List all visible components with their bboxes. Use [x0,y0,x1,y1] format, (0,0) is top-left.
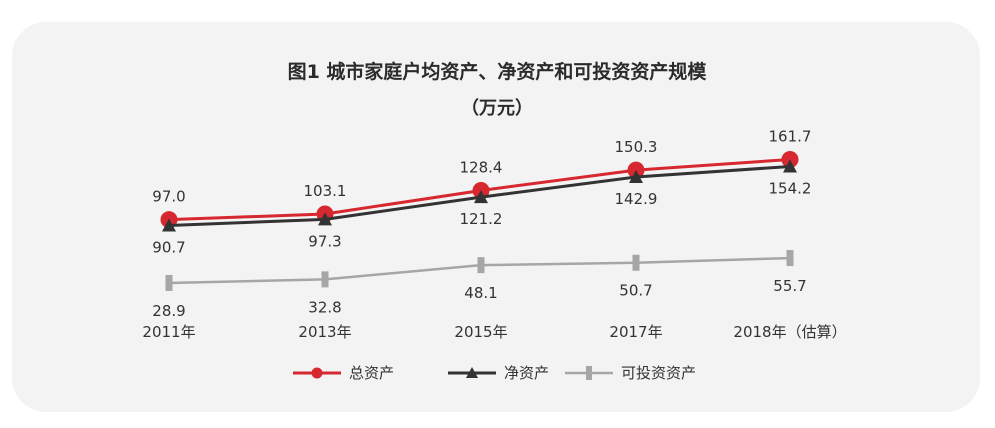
net-assets-point [474,190,488,204]
total-assets-legend-label: 总资产 [349,364,394,382]
x-tick-label: 2017年 [609,323,662,341]
investable-assets-legend-marker [586,366,592,380]
x-tick-label: 2013年 [298,323,351,341]
series-layer [160,150,799,291]
total-assets-legend-marker [311,367,323,379]
investable-assets-point [632,254,640,271]
investable-assets-value-label: 28.9 [152,302,185,320]
investable-assets-legend-label: 可投资资产 [621,364,696,382]
total-assets-value-label: 128.4 [460,158,503,176]
x-axis-labels: 2011年 2013年 2015年 2017年 2018年（估算） [142,323,846,341]
x-tick-label: 2018年（估算） [733,323,846,341]
x-tick-label: 2015年 [454,323,507,341]
net-assets-point [629,169,643,183]
net-assets-point [783,159,797,173]
net-assets-point [162,218,176,232]
net-assets-value-label: 154.2 [769,179,812,197]
net-assets-value-label: 90.7 [152,239,185,257]
total-assets-value-label: 97.0 [152,188,185,206]
investable-assets-value-label: 55.7 [773,277,806,295]
net-assets-value-label: 121.2 [460,210,503,228]
net-assets-value-label: 142.9 [615,190,658,208]
chart-subtitle: （万元） [461,98,533,119]
investable-assets-point [786,250,794,267]
total-assets-value-label: 103.1 [304,182,347,200]
total-assets-value-label: 161.7 [769,127,812,145]
investable-assets-value-label: 48.1 [464,284,497,302]
net-assets-point [318,212,332,226]
net-assets-value-label: 97.3 [308,232,341,250]
legend: 总资产 净资产 可投资资产 [293,364,696,382]
investable-assets-point [321,271,329,288]
investable-assets-value-label: 32.8 [308,298,341,316]
total-assets-value-label: 150.3 [615,138,658,156]
investable-assets-point [477,257,485,274]
chart-title: 图1 城市家庭户均资产、净资产和可投资资产规模 [288,60,708,83]
x-tick-label: 2011年 [142,323,195,341]
net-assets-legend-marker [466,367,478,378]
net-assets-legend-label: 净资产 [504,364,549,382]
data-label-layer: 97.0 103.1 128.4 150.3 161.7 90.7 97.3 121.2 142… [152,127,811,320]
investable-assets-point [165,275,173,291]
investable-assets-value-label: 50.7 [619,282,652,300]
